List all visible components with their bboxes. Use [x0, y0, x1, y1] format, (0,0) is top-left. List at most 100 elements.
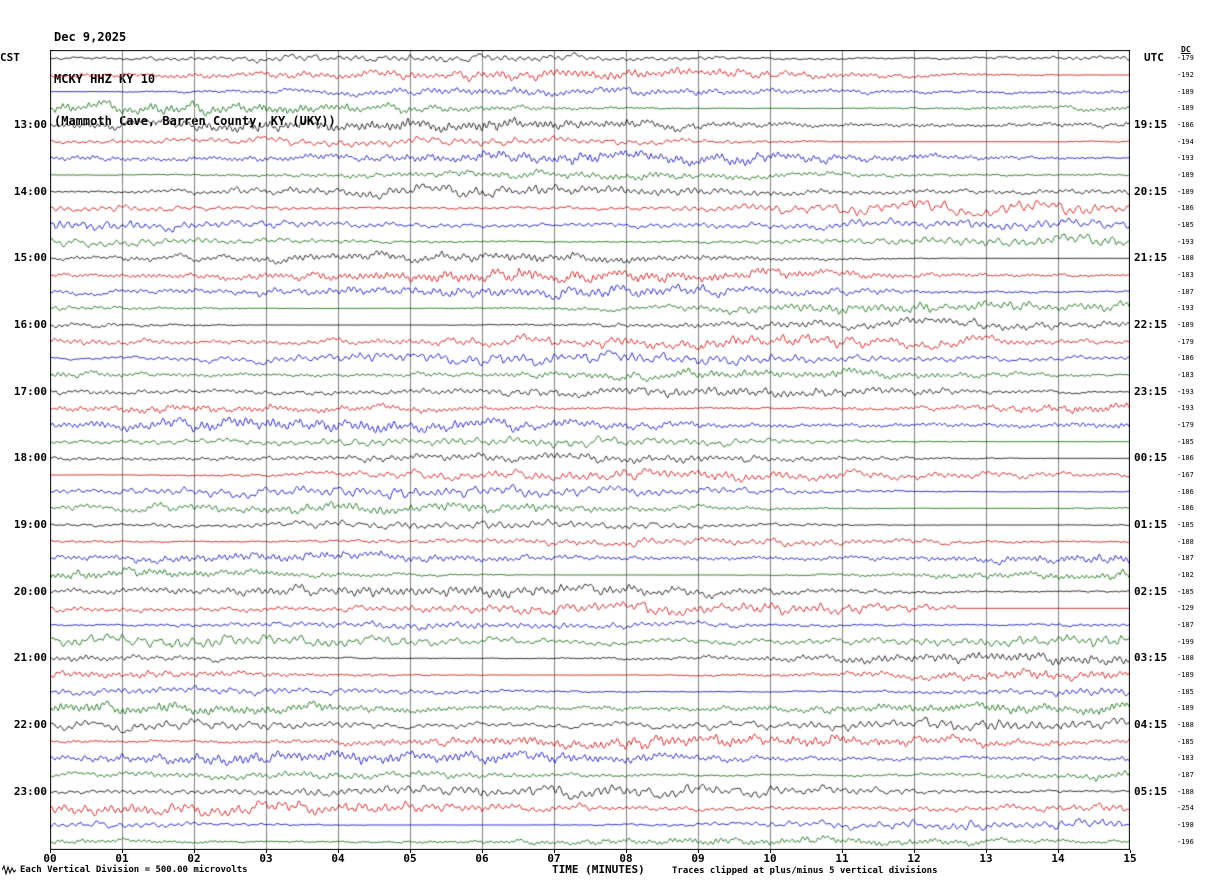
x-tick-mark	[986, 850, 987, 853]
x-axis-title: TIME (MINUTES)	[552, 863, 645, 876]
right-time-label: 00:15	[1134, 451, 1168, 465]
dc-value: -186	[1177, 454, 1194, 463]
x-tick-mark	[1058, 850, 1059, 853]
scale-note-text: Each Vertical Division = 500.00 microvol…	[20, 865, 248, 875]
dc-value: -193	[1177, 304, 1194, 313]
dc-value: -167	[1177, 471, 1194, 479]
dc-value: -187	[1177, 771, 1194, 779]
x-tick-label: 04	[331, 852, 345, 865]
x-tick-label: 00	[43, 852, 57, 865]
x-tick-mark	[482, 850, 483, 853]
dc-value: -254	[1177, 804, 1194, 813]
x-tick-mark	[842, 850, 843, 853]
x-tick-mark	[266, 850, 267, 853]
seismogram-canvas	[50, 50, 1130, 850]
dc-value: -183	[1177, 271, 1194, 279]
right-time-label: 04:15	[1134, 718, 1168, 731]
dc-value: -189	[1177, 87, 1194, 96]
x-tick-mark	[626, 850, 627, 853]
x-tick-label: 03	[259, 852, 273, 865]
dc-value: -185	[1177, 737, 1194, 746]
x-tick-mark	[1130, 850, 1131, 853]
x-tick-mark	[338, 850, 339, 853]
left-time-label: 19:00	[13, 518, 47, 531]
x-tick-label: 09	[691, 852, 705, 865]
x-tick-label: 05	[403, 852, 417, 865]
dc-value: -185	[1177, 437, 1194, 446]
left-time-label: 22:00	[13, 718, 47, 731]
left-time-label: 17:00	[13, 384, 47, 398]
x-tick-mark	[698, 850, 699, 853]
waveform-scale-icon	[2, 865, 16, 875]
dc-value: -179	[1177, 421, 1194, 429]
x-tick-mark	[410, 850, 411, 853]
left-time-label: 16:00	[13, 318, 47, 331]
dc-value: -187	[1177, 554, 1194, 563]
left-timezone-label: CST	[0, 51, 20, 64]
right-time-label: 03:15	[1134, 651, 1168, 665]
dc-value: -185	[1177, 687, 1194, 696]
right-time-label: 19:15	[1134, 118, 1168, 131]
dc-value: -188	[1177, 537, 1194, 546]
dc-value: -189	[1177, 321, 1194, 329]
left-time-label: 14:00	[13, 184, 47, 198]
left-time-label: 13:00	[13, 118, 47, 131]
x-tick-mark	[122, 850, 123, 853]
left-time-label: 21:00	[13, 651, 47, 665]
dc-value: -129	[1177, 604, 1194, 613]
dc-value: -179	[1177, 337, 1194, 346]
x-tick-label: 15	[1123, 852, 1137, 865]
dc-value: -182	[1177, 571, 1194, 579]
x-tick-label: 12	[907, 852, 921, 865]
x-tick-label: 14	[1051, 852, 1065, 865]
x-tick-mark	[554, 850, 555, 853]
scale-note: Each Vertical Division = 500.00 microvol…	[2, 865, 248, 875]
dc-value: -193	[1177, 154, 1194, 163]
dc-value: -189	[1177, 671, 1194, 679]
dc-value: -185	[1177, 521, 1194, 529]
right-time-label: 20:15	[1134, 184, 1168, 198]
dc-value: -188	[1177, 721, 1194, 729]
x-tick-mark	[50, 850, 51, 853]
dc-value: -193	[1177, 237, 1194, 246]
dc-value: -189	[1177, 171, 1194, 179]
dc-value: -198	[1177, 821, 1194, 829]
right-timezone-label: UTC	[1144, 51, 1164, 64]
dc-value: -188	[1177, 654, 1194, 663]
dc-value: -185	[1177, 587, 1194, 596]
dc-column-header: DC	[1181, 45, 1191, 54]
x-tick-label: 13	[979, 852, 993, 865]
left-time-label: 20:00	[13, 584, 47, 598]
dc-value: -186	[1177, 121, 1194, 129]
right-time-label: 02:15	[1134, 584, 1168, 598]
dc-value: -187	[1177, 287, 1194, 296]
dc-value: -196	[1177, 837, 1194, 846]
left-time-label: 15:00	[13, 251, 47, 265]
right-time-label: 21:15	[1134, 251, 1168, 265]
left-time-label: 18:00	[13, 451, 47, 465]
x-tick-label: 08	[619, 852, 633, 865]
x-tick-label: 06	[475, 852, 489, 865]
dc-value: -188	[1177, 254, 1194, 263]
x-tick-mark	[194, 850, 195, 853]
x-tick-label: 11	[835, 852, 849, 865]
dc-value: -189	[1177, 187, 1194, 196]
x-tick-mark	[770, 850, 771, 853]
dc-value: -186	[1177, 354, 1194, 363]
dc-value: -192	[1177, 71, 1194, 79]
dc-value: -183	[1177, 754, 1194, 763]
dc-value: -193	[1177, 404, 1194, 413]
dc-value: -183	[1177, 371, 1194, 379]
dc-value: -199	[1177, 637, 1194, 646]
dc-value: -179	[1177, 54, 1194, 63]
dc-value: -186	[1177, 204, 1194, 213]
dc-value: -189	[1177, 704, 1194, 713]
dc-value: -194	[1177, 137, 1194, 146]
dc-value: -186	[1177, 504, 1194, 513]
dc-value: -185	[1177, 221, 1194, 229]
title-date: Dec 9,2025	[54, 30, 127, 44]
right-time-label: 22:15	[1134, 318, 1168, 331]
right-time-label: 01:15	[1134, 518, 1168, 531]
dc-value: -187	[1177, 621, 1194, 629]
